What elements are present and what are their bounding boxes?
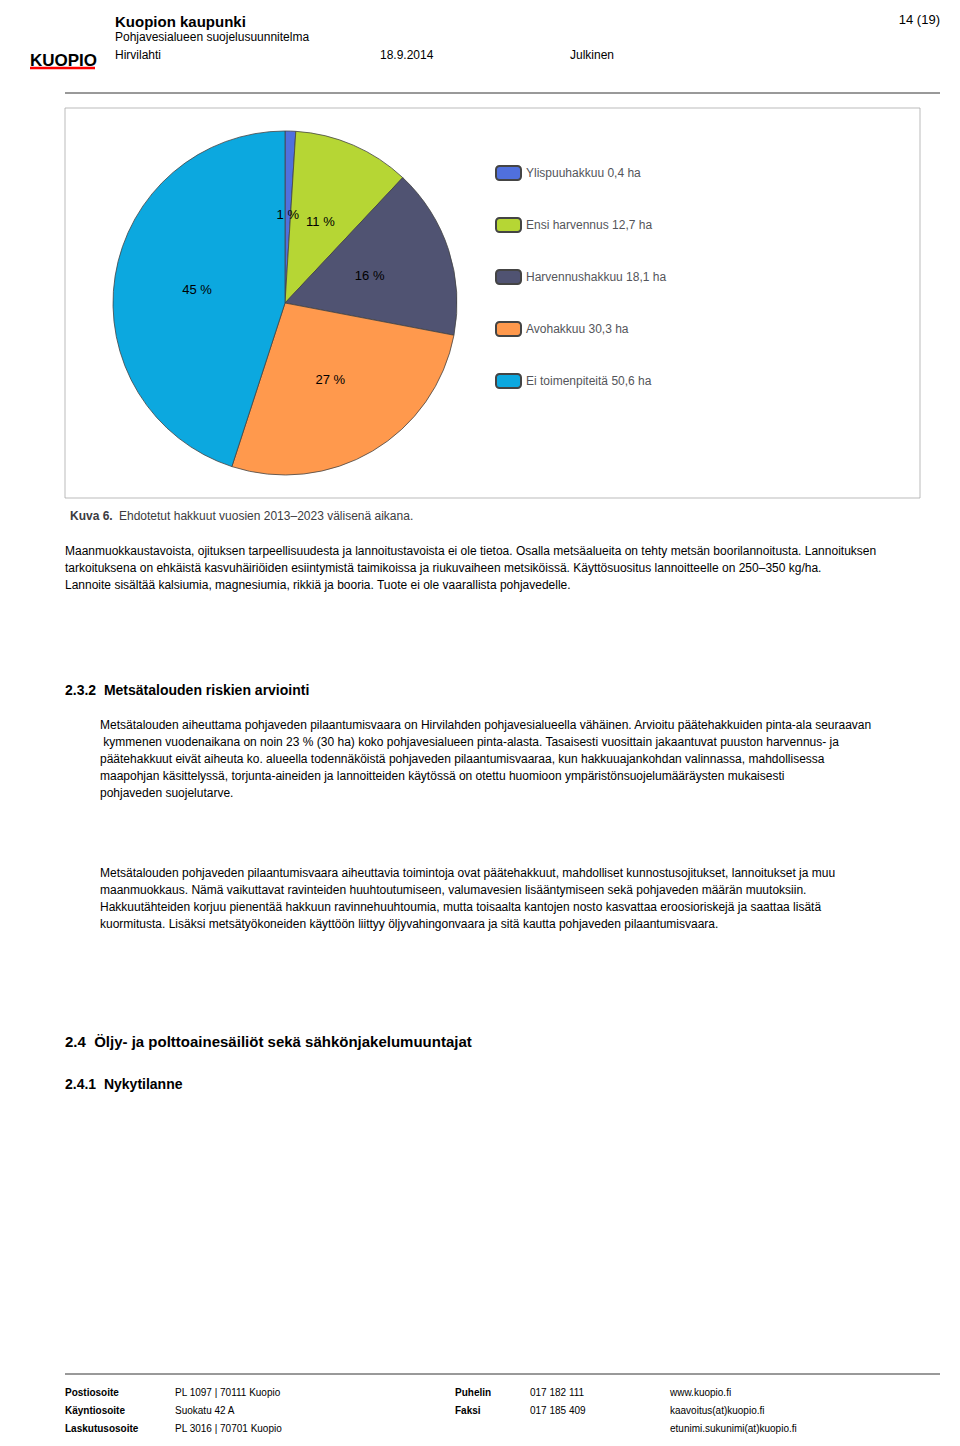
svg-text:27 %: 27 % (315, 372, 345, 387)
svg-text:1 %: 1 % (277, 207, 300, 222)
svg-text:14 (19): 14 (19) (899, 12, 940, 27)
svg-text:Metsätalouden pohjaveden pilaa: Metsätalouden pohjaveden pilaantumisvaar… (100, 866, 838, 880)
svg-text:PL 1097 | 70111 Kuopio: PL 1097 | 70111 Kuopio (175, 1387, 281, 1398)
svg-text:017 185 409: 017 185 409 (530, 1405, 586, 1416)
svg-text:Ylispuuhakkuu 0,4 ha: Ylispuuhakkuu 0,4 ha (526, 166, 641, 180)
svg-text:PL 3016 | 70701 Kuopio: PL 3016 | 70701 Kuopio (175, 1423, 282, 1434)
svg-text:Pohjavesialueen suojelusuunnit: Pohjavesialueen suojelusuunnitelma (115, 30, 309, 44)
svg-text:etunimi.sukunimi(at)kuopio.fi: etunimi.sukunimi(at)kuopio.fi (670, 1423, 797, 1434)
svg-text:Faksi: Faksi (455, 1405, 481, 1416)
svg-text:18.9.2014: 18.9.2014 (380, 48, 434, 62)
svg-text:Suokatu 42 A: Suokatu 42 A (175, 1405, 235, 1416)
svg-text:maanmuokkaus. Nämä vaikuttavat: maanmuokkaus. Nämä vaikuttavat ravinteid… (100, 883, 810, 897)
svg-text:45 %: 45 % (182, 282, 212, 297)
svg-text:pohjaveden suojelutarve.: pohjaveden suojelutarve. (100, 786, 233, 800)
svg-text:www.kuopio.fi: www.kuopio.fi (669, 1387, 731, 1398)
svg-text:kuormitusta. Lisäksi metsätyök: kuormitusta. Lisäksi metsätyökoneiden kä… (100, 917, 718, 931)
svg-text:2.3.2 Metsätalouden riskien a: 2.3.2 Metsätalouden riskien arviointi (65, 682, 309, 698)
svg-text:017 182 111: 017 182 111 (530, 1387, 585, 1398)
svg-text:2.4 Öljy- ja polttoainesäiliö: 2.4 Öljy- ja polttoainesäiliöt sekä sähk… (65, 1033, 472, 1050)
svg-text:maapohjan käsittelyssä, torjun: maapohjan käsittelyssä, torjunta-aineide… (100, 769, 788, 783)
svg-text:Hirvilahti: Hirvilahti (115, 48, 161, 62)
svg-text:kymmenen vuodenaikana on noin: kymmenen vuodenaikana on noin 23 % (30 h… (100, 735, 842, 749)
svg-text:tarkoituksena on ehkäistä kasv: tarkoituksena on ehkäistä kasvuhäiriöide… (65, 561, 825, 575)
svg-text:2.4.1 Nykytilanne: 2.4.1 Nykytilanne (65, 1076, 183, 1092)
svg-text:Puhelin: Puhelin (455, 1387, 491, 1398)
svg-text:Postiosoite: Postiosoite (65, 1387, 119, 1398)
svg-text:Kuopion kaupunki: Kuopion kaupunki (115, 13, 246, 30)
svg-text:Lannoite sisältää kalsiumia, m: Lannoite sisältää kalsiumia, magnesiumia… (65, 578, 571, 592)
svg-text:Ehdotetut hakkuut vuosien 2013: Ehdotetut hakkuut vuosien 2013–2023 väli… (119, 509, 413, 523)
svg-text:Maanmuokkaustavoista, ojitukse: Maanmuokkaustavoista, ojituksen tarpeell… (65, 544, 880, 558)
svg-text:16 %: 16 % (355, 268, 385, 283)
svg-text:Laskutusosoite: Laskutusosoite (65, 1423, 139, 1434)
svg-text:kaavoitus(at)kuopio.fi: kaavoitus(at)kuopio.fi (670, 1405, 765, 1416)
svg-text:Käyntiosoite: Käyntiosoite (65, 1405, 125, 1416)
svg-text:Avohakkuu 30,3 ha: Avohakkuu 30,3 ha (526, 322, 629, 336)
svg-text:11 %: 11 % (306, 214, 335, 229)
svg-text:Harvennushakkuu 18,1 ha: Harvennushakkuu 18,1 ha (526, 270, 666, 284)
svg-text:Julkinen: Julkinen (570, 48, 614, 62)
svg-text:Ensi harvennus 12,7 ha: Ensi harvennus 12,7 ha (526, 218, 652, 232)
svg-text:Kuva 6.: Kuva 6. (70, 509, 113, 523)
svg-text:Hakkuutähteiden korjuu pienent: Hakkuutähteiden korjuu pienentää hakkuun… (100, 900, 824, 914)
svg-text:KUOPIO: KUOPIO (30, 51, 97, 70)
svg-text:päätehakkuut eivät aiheuta ko.: päätehakkuut eivät aiheuta ko. alueella … (100, 752, 828, 766)
svg-text:Ei toimenpiteitä 50,6 ha: Ei toimenpiteitä 50,6 ha (526, 374, 652, 388)
svg-text:Metsätalouden aiheuttama pohja: Metsätalouden aiheuttama pohjaveden pila… (100, 718, 871, 732)
